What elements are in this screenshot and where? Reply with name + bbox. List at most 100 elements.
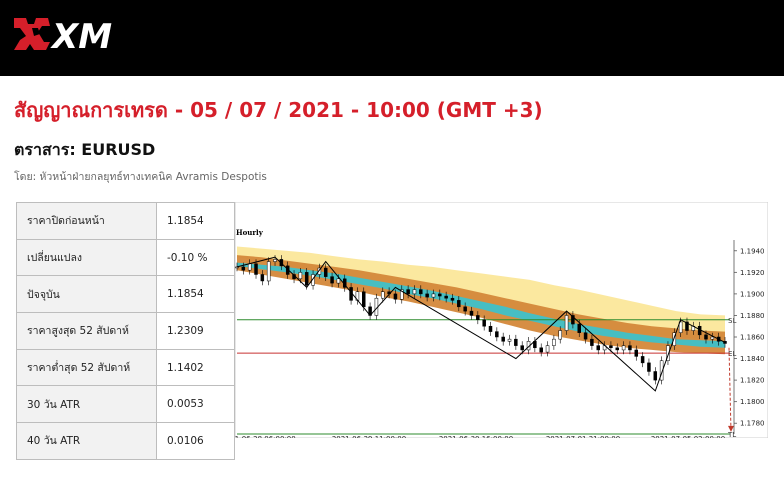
- stat-label: ราคาต่ำสุด 52 สัปดาห์: [16, 348, 157, 387]
- stat-value: 0.0053: [156, 385, 235, 424]
- candle-body: [438, 293, 442, 297]
- candle-body: [469, 310, 474, 316]
- table-row: ราคาต่ำสุด 52 สัปดาห์ 1.1402: [16, 348, 235, 387]
- candle-body: [444, 295, 448, 299]
- level-label-sl: SL: [728, 317, 736, 325]
- candle-body: [463, 306, 467, 312]
- stat-value: 1.1402: [156, 348, 235, 387]
- stat-value: 1.2309: [156, 312, 235, 350]
- stat-value: 0.0106: [156, 422, 235, 460]
- y-tick-label: 1.1880: [740, 312, 765, 320]
- stat-value: 1.1854: [156, 275, 235, 314]
- candle-body: [583, 332, 588, 340]
- table-row: ราคาสูงสุด 52 สัปดาห์ 1.2309: [16, 312, 235, 350]
- candle-body: [273, 259, 277, 262]
- candle-body: [659, 360, 664, 381]
- candle-body: [254, 263, 258, 275]
- x-tick-label: 2021-06-29 11:00:00: [332, 435, 406, 438]
- candle-body: [666, 345, 670, 361]
- stat-label: 30 วัน ATR: [16, 385, 157, 424]
- candle-body: [431, 293, 436, 298]
- y-tick-label: 1.1940: [740, 247, 765, 255]
- candle-body: [457, 300, 461, 308]
- candle-body: [520, 345, 524, 351]
- instrument-label: ตราสาร: EURUSD: [14, 140, 156, 159]
- candle-body: [495, 331, 499, 338]
- candle-body: [488, 325, 493, 332]
- candle-body: [400, 289, 404, 300]
- candle-body: [710, 336, 715, 340]
- candle-body: [609, 345, 613, 349]
- candle-body: [558, 330, 562, 340]
- xm-logo[interactable]: XM: [12, 14, 132, 54]
- candle-body: [266, 261, 271, 282]
- candle-body: [235, 266, 239, 269]
- table-row: 30 วัน ATR 0.0053: [16, 385, 235, 424]
- y-tick-label: 1.1840: [740, 355, 765, 363]
- candle-body: [628, 345, 632, 351]
- candle-body: [419, 289, 423, 295]
- candle-body: [247, 263, 252, 271]
- projection-arrow: [728, 347, 732, 432]
- candle-body: [425, 293, 429, 298]
- price-chart: Hourly SL EL TL 1.1940 1.1920 1.1900 1.1880 1.…: [235, 202, 768, 438]
- zigzag-line: [236, 256, 726, 392]
- stat-label: ราคาสูงสุด 52 สัปดาห์: [16, 312, 157, 350]
- candle-body: [685, 321, 689, 331]
- y-tick-label: 1.1920: [740, 269, 765, 277]
- table-row: ปัจจุบัน 1.1854: [16, 275, 235, 314]
- candle-body: [590, 338, 594, 346]
- candle-body: [304, 272, 309, 286]
- stat-value: -0.10 %: [156, 238, 235, 277]
- stat-label: 40 วัน ATR: [16, 422, 157, 460]
- stat-label: ปัจจุบัน: [16, 275, 157, 314]
- candle-body: [336, 278, 341, 284]
- x-tick-label: 2021-07-01 21:00:00: [546, 435, 620, 438]
- level-label-tl: TL: [727, 431, 736, 438]
- candle-body: [476, 315, 480, 321]
- candle-body: [653, 371, 658, 381]
- candle-body: [545, 345, 550, 353]
- header-bar: XM: [0, 0, 784, 76]
- candle-body: [678, 321, 683, 333]
- candle-body: [552, 338, 556, 346]
- stat-value: 1.1854: [156, 202, 235, 240]
- projection-arrowhead: [728, 425, 734, 432]
- candle-body: [514, 338, 518, 346]
- candle-body: [571, 315, 575, 325]
- candle-body: [323, 267, 328, 277]
- candle-body: [298, 272, 303, 280]
- table-row: เปลี่ยนแปลง -0.10 %: [16, 238, 235, 277]
- x-tick-label: 2021-07-05 02:00:00: [651, 435, 725, 438]
- candle-body: [507, 338, 512, 342]
- candle-body: [577, 323, 581, 333]
- candle-body: [260, 274, 265, 282]
- y-tick-label: 1.1860: [740, 334, 765, 342]
- x-tick-label: 2021-06-30 16:00:00: [439, 435, 513, 438]
- candle-body: [704, 334, 708, 340]
- candle-body: [501, 336, 505, 342]
- level-label-el: EL: [728, 350, 736, 358]
- author-byline: โดย: หัวหน้าฝ่ายกลยุทธ์ทางเทคนิค Avramis…: [14, 171, 267, 183]
- timeframe-label: Hourly: [236, 228, 264, 237]
- stats-table: ราคาปิดก่อนหน้า 1.1854 เปลี่ยนแปลง -0.10 %…: [16, 202, 235, 460]
- y-tick-label: 1.1800: [740, 398, 765, 406]
- candle-body: [539, 347, 543, 353]
- candle-body: [615, 347, 620, 351]
- candle-body: [450, 297, 455, 301]
- candle-body: [406, 289, 410, 295]
- candle-body: [330, 276, 334, 284]
- table-row: 40 วัน ATR 0.0106: [16, 422, 235, 460]
- stat-label: เปลี่ยนแปลง: [16, 238, 157, 277]
- page-title: สัญญาณการเทรด - 05 / 07 / 2021 - 10:00 (…: [14, 98, 543, 122]
- stat-label: ราคาปิดก่อนหน้า: [16, 202, 157, 240]
- candle-body: [241, 266, 246, 271]
- band-inner: [237, 262, 725, 348]
- candle-body: [317, 267, 322, 275]
- candle-body: [311, 274, 315, 286]
- table-row: ราคาปิดก่อนหน้า 1.1854: [16, 202, 235, 240]
- x-tick-label: 21-06-28 06:00:00: [235, 435, 296, 438]
- candle-body: [634, 349, 639, 357]
- candle-body: [482, 319, 486, 327]
- y-tick-label: 1.1900: [740, 290, 765, 298]
